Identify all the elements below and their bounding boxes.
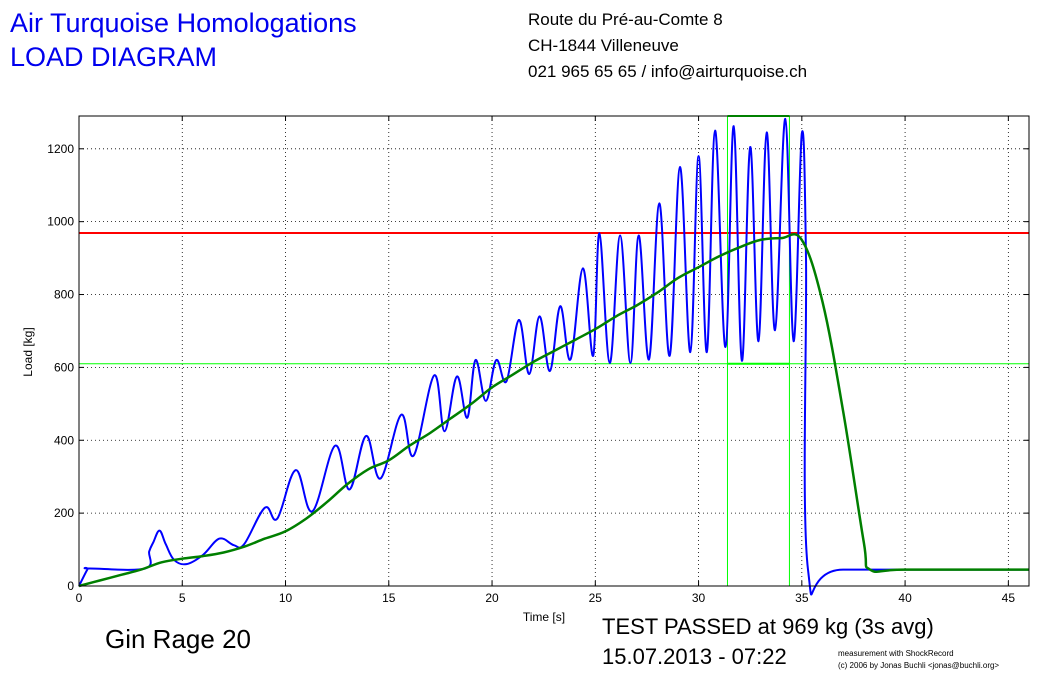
y-axis-label: Load [kg]: [21, 327, 35, 376]
x-tick-label: 25: [589, 591, 603, 605]
x-tick-label: 10: [279, 591, 293, 605]
y-tick-label: 0: [67, 579, 74, 593]
x-tick-label: 20: [485, 591, 499, 605]
y-tick-label: 400: [54, 433, 74, 447]
chart-series: [78, 117, 1029, 596]
y-tick-label: 1000: [47, 215, 74, 229]
average-load-series: [78, 233, 1029, 588]
report-title: Air Turquoise Homologations: [10, 8, 357, 38]
test-result: TEST PASSED at 969 kg (3s avg): [602, 614, 934, 639]
address-city: CH-1844 Villeneuve: [528, 36, 679, 55]
y-tick-label: 800: [54, 288, 74, 302]
y-tick-label: 600: [54, 360, 74, 374]
x-tick-label: 30: [692, 591, 706, 605]
raw-load-series: [78, 117, 1029, 596]
y-tick-label: 200: [54, 506, 74, 520]
reference-lines: [79, 115, 1029, 586]
address-contact: 021 965 65 65 / info@airturquoise.ch: [528, 62, 808, 81]
axis-ticks: 0 5 10 15 20 25 30 35 40 45 0 200 400 600 800 1000 1200: [47, 116, 1029, 605]
plot-frame: [78, 115, 1030, 587]
x-tick-label: 40: [898, 591, 912, 605]
test-datetime: 15.07.2013 - 07:22: [602, 644, 787, 669]
x-tick-label: 35: [795, 591, 809, 605]
x-tick-label: 5: [179, 591, 186, 605]
credit-line: measurement with ShockRecord: [838, 649, 954, 658]
address-street: Route du Pré-au-Comte 8: [528, 10, 723, 29]
y-tick-label: 1200: [47, 142, 74, 156]
x-tick-label: 15: [382, 591, 396, 605]
copyright-line: (c) 2006 by Jonas Buchli <jonas@buchli.o…: [838, 661, 1000, 670]
specimen-name: Gin Rage 20: [105, 624, 251, 654]
x-axis-label: Time [s]: [523, 610, 565, 624]
x-tick-label: 0: [76, 591, 83, 605]
report-subtitle: LOAD DIAGRAM: [10, 42, 218, 72]
x-tick-label: 45: [1002, 591, 1016, 605]
